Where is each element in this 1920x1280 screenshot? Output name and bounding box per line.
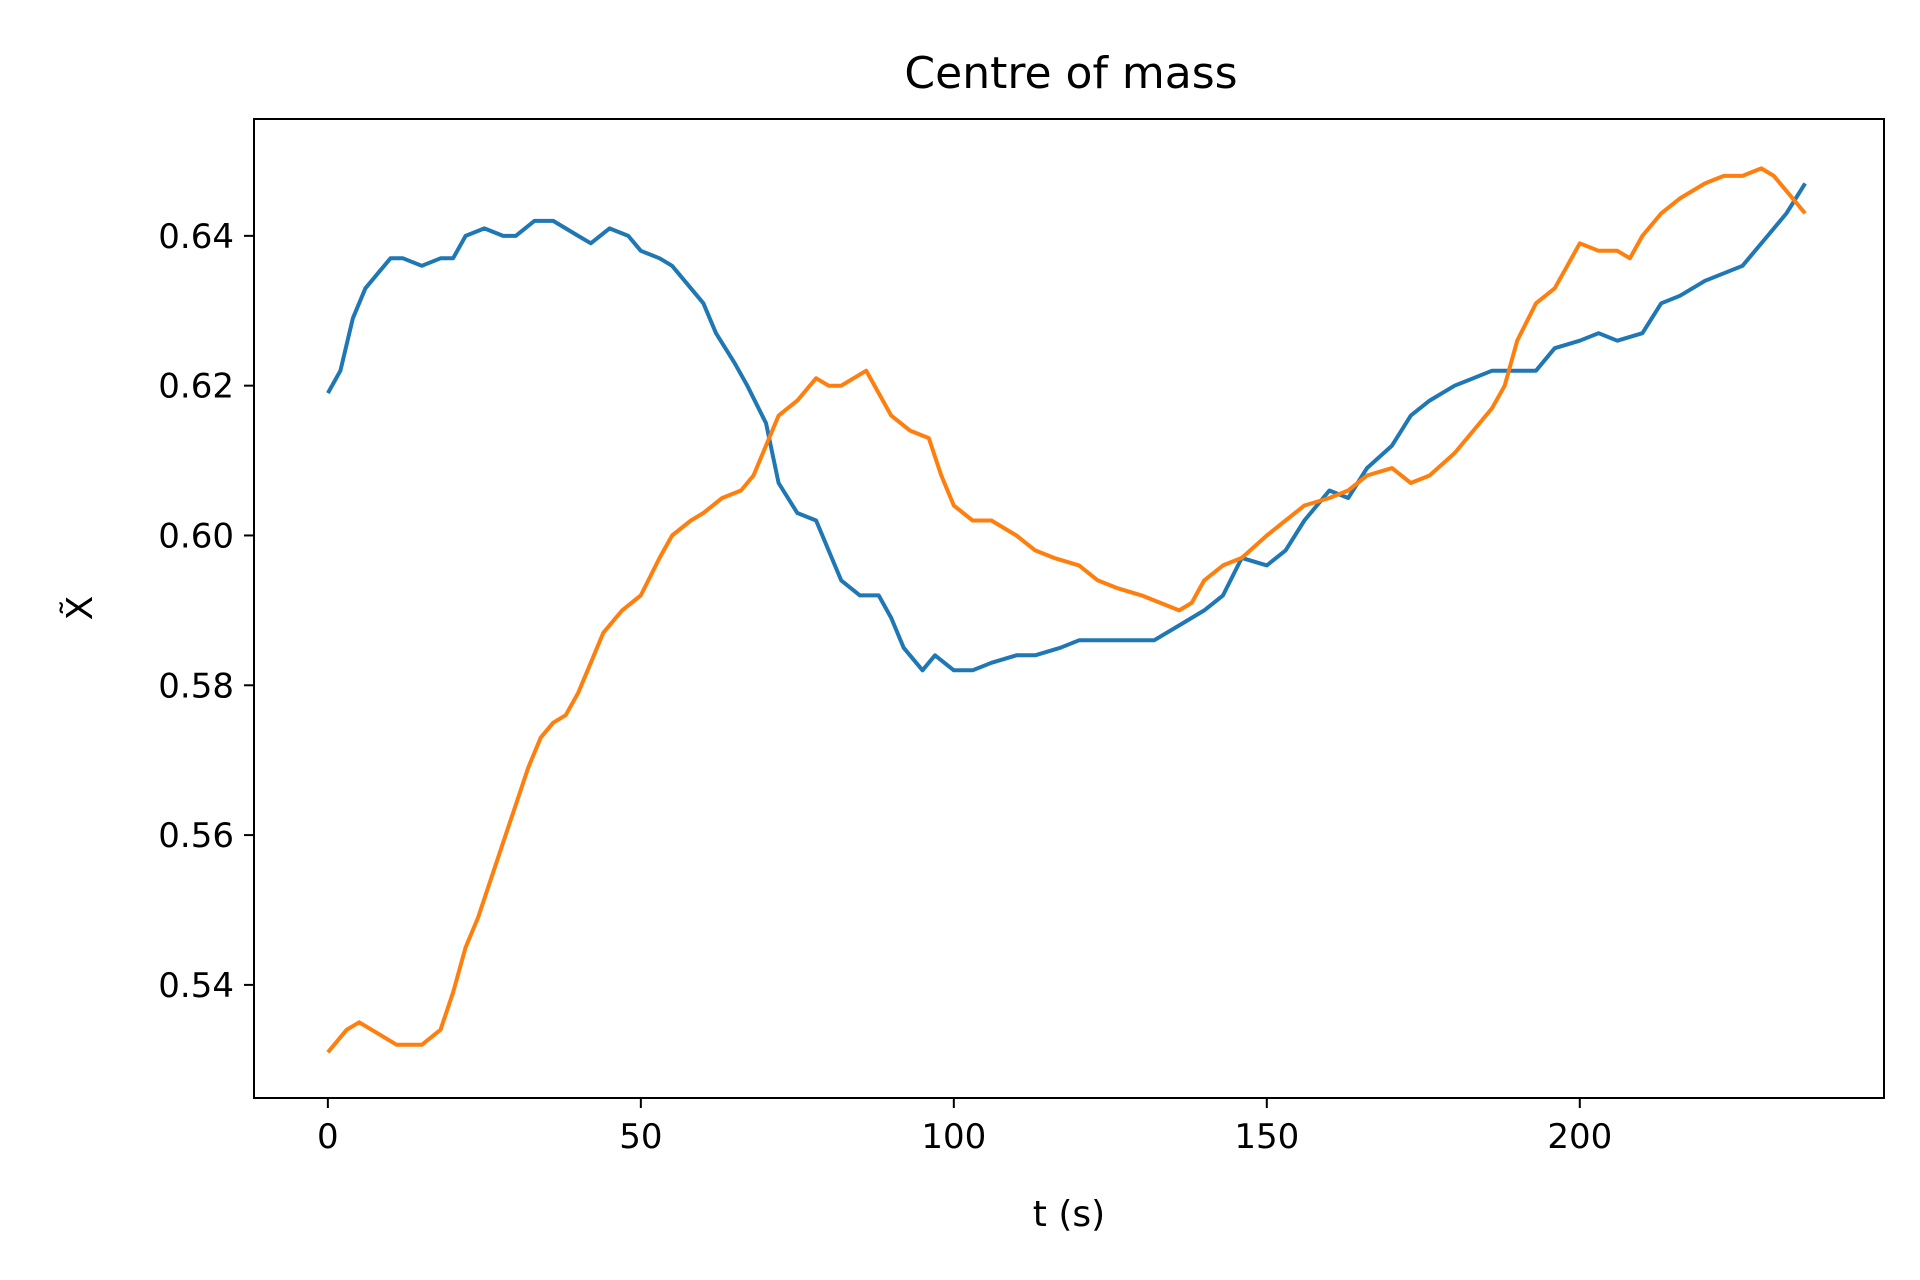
- x-tick-label: 0: [317, 1117, 339, 1157]
- y-tick-label: 0.56: [158, 816, 234, 856]
- y-tick-label: 0.54: [158, 966, 234, 1006]
- x-tick-label: 100: [921, 1117, 986, 1157]
- x-tick-label: 200: [1547, 1117, 1612, 1157]
- chart-title: Centre of mass: [904, 48, 1237, 99]
- y-tick-label: 0.60: [158, 516, 234, 556]
- x-tick-label: 150: [1234, 1117, 1299, 1157]
- series-line-1: [326, 182, 1807, 673]
- x-axis: 0 50 100 150 200: [317, 1098, 1612, 1157]
- y-axis-label: X̃: [59, 596, 101, 621]
- series-line-2: [326, 166, 1807, 1054]
- x-tick-label: 50: [619, 1117, 662, 1157]
- y-axis: 0.54 0.56 0.58 0.60 0.62 0.64: [158, 217, 254, 1006]
- y-tick-label: 0.62: [158, 367, 234, 407]
- axes-frame: [253, 118, 1885, 1099]
- plot-area: [326, 166, 1807, 1054]
- y-tick-label: 0.64: [158, 217, 234, 257]
- y-tick-label: 0.58: [158, 666, 234, 706]
- x-axis-label: t (s): [1033, 1194, 1105, 1235]
